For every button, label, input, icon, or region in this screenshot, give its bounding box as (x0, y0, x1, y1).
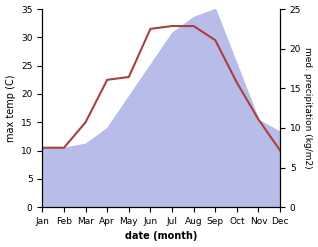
Y-axis label: med. precipitation (kg/m2): med. precipitation (kg/m2) (303, 47, 313, 169)
Y-axis label: max temp (C): max temp (C) (5, 74, 16, 142)
X-axis label: date (month): date (month) (125, 231, 197, 242)
